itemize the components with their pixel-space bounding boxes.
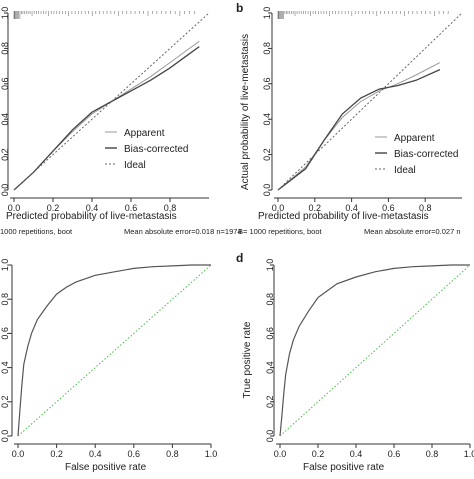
- y-tick-label: 0.4: [0, 361, 10, 374]
- y-tick-label: 0.6: [265, 327, 275, 340]
- x-tick-label: 0.8: [164, 203, 177, 213]
- y-tick-label: 0.0: [262, 184, 272, 197]
- plots-layer: 0.0 0.2 0.4 0.6 0.80.00.20.40.60.81.00.0 0.2 0…: [0, 7, 474, 459]
- y-tick-label: 1.0: [265, 259, 275, 272]
- x-tick-label: 0.6: [125, 203, 138, 213]
- panel-d-x-title: False positive rate: [303, 462, 385, 473]
- panel-a-footer-left: 1000 repetitions, boot: [0, 227, 73, 236]
- panel-b-footer-right: Mean absolute error=0.027 n: [364, 227, 461, 236]
- panel-d-y-title: True positive rate: [242, 321, 253, 398]
- chance-line: [279, 264, 471, 437]
- panel-d: 0.0 0.2 0.4 0.6 0.8 1.0 0.0 0.2 0.4 0.6 0.8 1.0: [265, 259, 474, 459]
- x-tick-label: 0.4: [345, 203, 358, 213]
- legend-apparent-label: Apparent: [124, 128, 165, 139]
- y-tick-label: 0.2: [0, 148, 10, 161]
- legend-bias-label: Bias-corrected: [124, 144, 188, 155]
- x-tick-label: 0.6: [128, 449, 141, 459]
- panel-b-letter: b: [236, 1, 243, 15]
- rug-marks: [277, 11, 449, 19]
- panel-a-footer-right: Mean absolute error=0.018 n=1974: [124, 227, 242, 236]
- y-tick-label: 0.0: [0, 430, 10, 443]
- y-tick-label: 0.4: [265, 361, 275, 374]
- legend-apparent-label: Apparent: [394, 133, 435, 144]
- y-tick-label: 0.0: [265, 430, 275, 443]
- x-tick-label: 0.8: [166, 449, 179, 459]
- x-tick-label: 0.6: [388, 449, 401, 459]
- series-apparent: [277, 62, 441, 191]
- y-tick-label: 0.6: [0, 327, 10, 340]
- series-ideal: [277, 12, 463, 191]
- panel-a-x-title: Predicted probability of live-metastasis: [6, 211, 177, 222]
- x-tick-label: 0.2: [312, 449, 325, 459]
- y-tick-label: 0.8: [0, 42, 10, 55]
- y-tick-label: 1.0: [0, 259, 10, 272]
- panel-a-legend: Apparent Bias-corrected Ideal: [105, 128, 188, 171]
- x-tick-label: 0.0: [12, 449, 25, 459]
- x-tick-label: 0.2: [50, 449, 63, 459]
- x-tick-label: 0.0: [8, 203, 21, 213]
- x-tick-label: 1.0: [205, 449, 218, 459]
- series-apparent: [13, 40, 200, 191]
- panel-d-letter: d: [236, 251, 243, 265]
- legend-ideal-label: Ideal: [124, 160, 146, 171]
- x-tick-label: 0.2: [309, 203, 322, 213]
- legend-ideal-label: Ideal: [394, 165, 416, 176]
- panel-b: 0.0 0.2 0.4 0.6 0.8 0.0 0.2 0.4 0.6 0.8 1.0: [262, 7, 463, 213]
- x-tick-label: 0.0: [274, 449, 287, 459]
- x-tick-label: 0.8: [426, 449, 439, 459]
- y-tick-label: 1.0: [0, 7, 10, 20]
- panel-b-footer-left: B= 1000 repetitions, boot: [238, 227, 323, 236]
- y-tick-label: 1.0: [262, 7, 272, 20]
- y-tick-label: 0.2: [265, 396, 275, 409]
- y-tick-label: 0.4: [262, 113, 272, 126]
- x-tick-label: 0.8: [419, 203, 432, 213]
- y-tick-label: 0.2: [0, 396, 10, 409]
- x-tick-label: 0.2: [47, 203, 60, 213]
- series-bias-corrected: [277, 69, 441, 191]
- x-tick-label: 0.4: [350, 449, 363, 459]
- y-tick-label: 0.8: [262, 42, 272, 55]
- legend-bias-label: Bias-corrected: [394, 149, 458, 160]
- series-bias-corrected: [13, 46, 200, 191]
- panel-a: 0.0 0.2 0.4 0.6 0.8 0.0 0.2 0.4 0.6 0.8 1.0: [0, 7, 210, 213]
- roc-curve: [17, 264, 211, 437]
- chance-line: [17, 264, 212, 437]
- x-tick-label: 0.0: [272, 203, 285, 213]
- panel-b-legend: Apparent Bias-corrected Ideal: [375, 133, 458, 176]
- x-tick-label: 1.0: [464, 449, 474, 459]
- x-tick-label: 0.6: [382, 203, 395, 213]
- y-tick-label: 0.8: [0, 293, 10, 306]
- y-tick-label: 0.4: [0, 113, 10, 126]
- panel-b-x-title: Predicted probability of live-metastasis: [258, 211, 429, 222]
- roc-curve: [279, 264, 470, 437]
- y-tick-label: 0.6: [262, 78, 272, 91]
- x-tick-label: 0.4: [89, 449, 102, 459]
- x-tick-label: 0.4: [86, 203, 99, 213]
- y-tick-label: 0.6: [0, 78, 10, 91]
- rug-marks: [13, 11, 195, 19]
- panel-c: 0.0 0.2 0.4 0.6 0.8 1.0 0.0 0.2 0.4 0.6 0.8 1.0: [0, 259, 217, 459]
- y-tick-label: 0.2: [262, 148, 272, 161]
- panel-c-x-title: False positive rate: [65, 462, 147, 473]
- y-tick-label: 0.0: [0, 184, 10, 197]
- y-tick-label: 0.8: [265, 293, 275, 306]
- panel-b-y-title: Actual probability of live-metastasis: [240, 34, 251, 190]
